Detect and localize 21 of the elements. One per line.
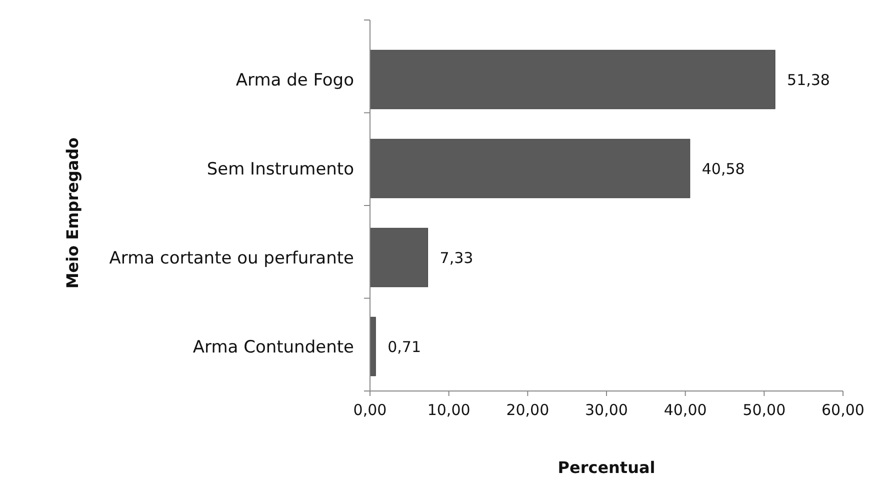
x-tick-label: 10,00 bbox=[427, 401, 470, 419]
y-tick-label: Arma cortante ou perfurante bbox=[109, 248, 354, 268]
data-label: 7,33 bbox=[440, 248, 474, 267]
x-tick-label: 60,00 bbox=[822, 401, 864, 419]
data-label: 0,71 bbox=[388, 338, 422, 356]
bar bbox=[370, 228, 428, 288]
y-tick-label: Arma de Fogo bbox=[236, 70, 354, 90]
x-tick-label: 20,00 bbox=[506, 401, 550, 419]
data-label: 40,58 bbox=[702, 160, 745, 178]
x-axis-title: Percentual bbox=[558, 458, 656, 477]
x-tick-label: 40,00 bbox=[664, 401, 707, 419]
y-axis-title: Meio Empregado bbox=[63, 137, 82, 289]
y-tick-label: Arma Contundente bbox=[192, 337, 354, 358]
y-tick-label: Sem Instrumento bbox=[206, 159, 354, 180]
data-label: 51,38 bbox=[787, 70, 830, 89]
x-tick-label: 50,00 bbox=[742, 401, 786, 419]
bar bbox=[370, 316, 376, 376]
x-tick-label: 30,00 bbox=[585, 401, 628, 419]
x-tick-label: 0,00 bbox=[353, 401, 387, 419]
bar bbox=[370, 138, 690, 198]
bar bbox=[370, 50, 776, 110]
